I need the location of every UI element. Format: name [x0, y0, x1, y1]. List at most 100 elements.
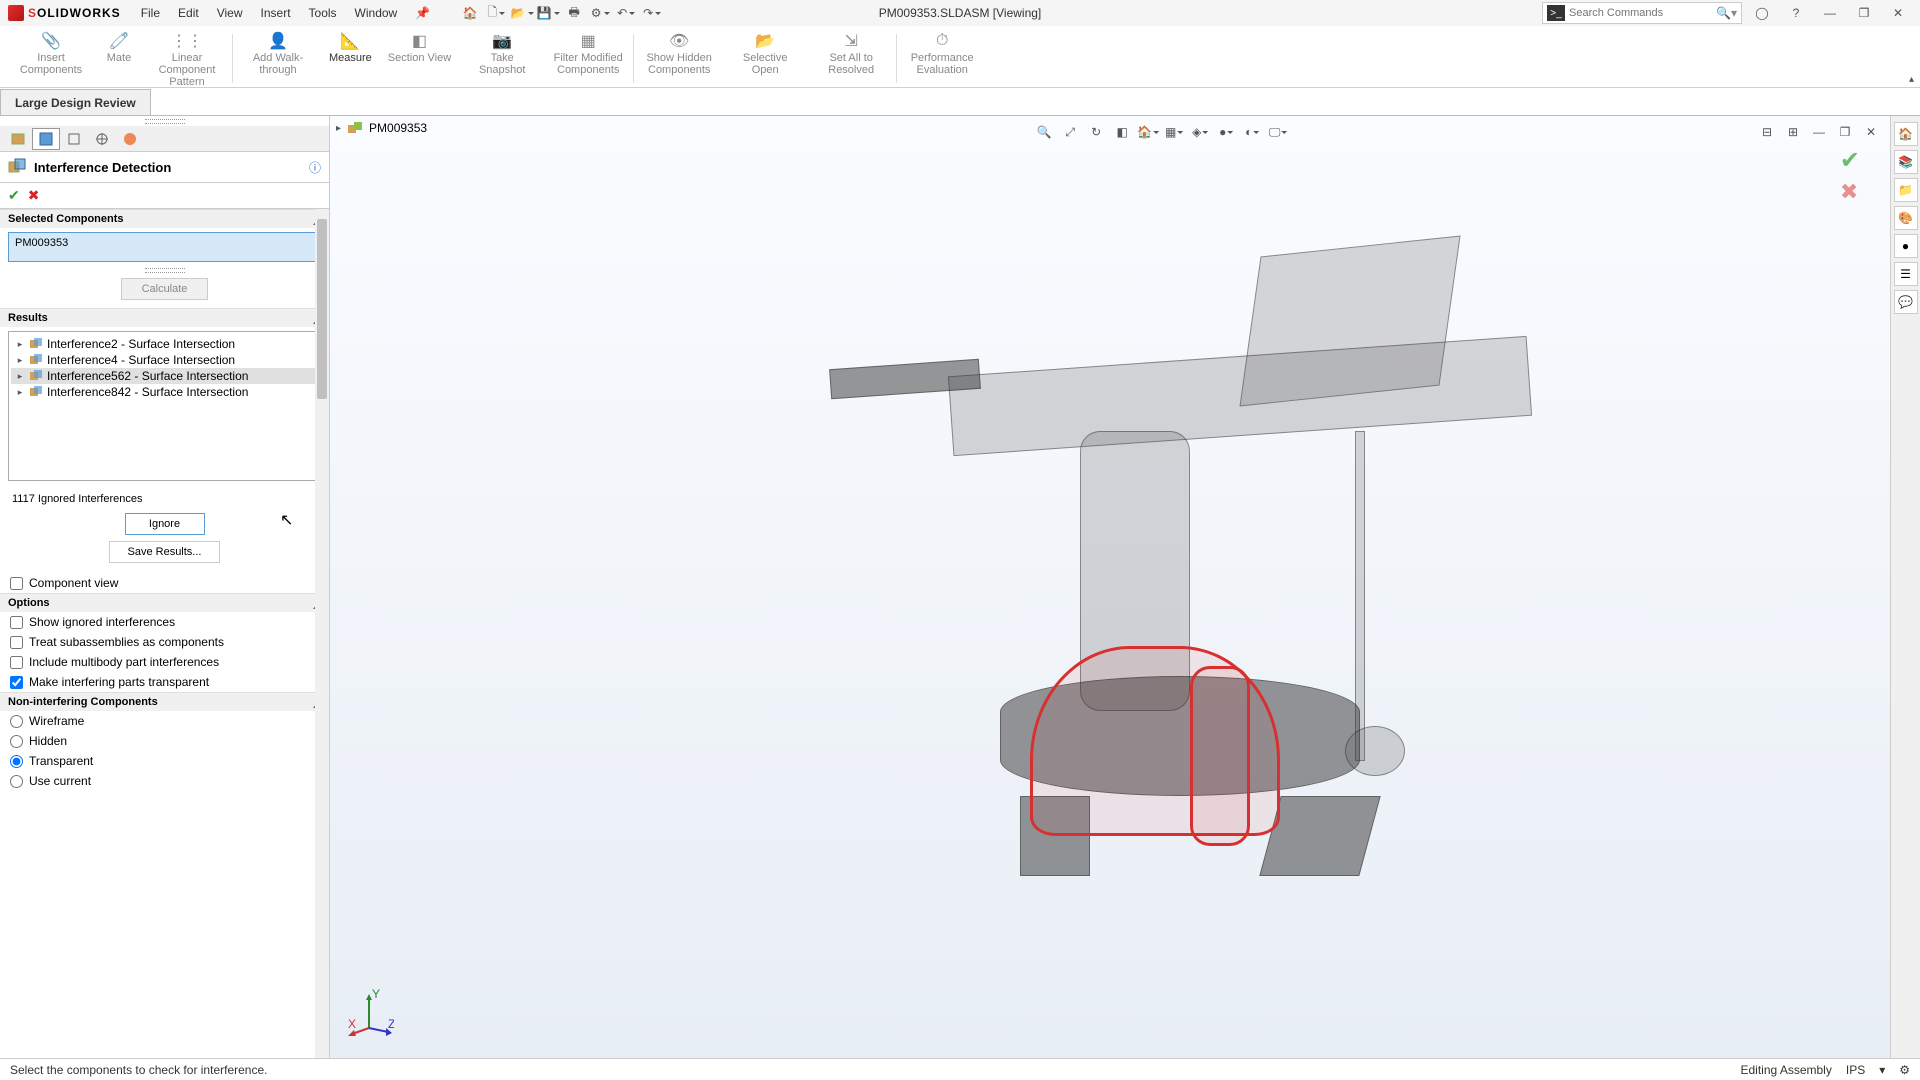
config-manager-tab-icon[interactable]	[60, 128, 88, 150]
pm-cancel-icon[interactable]: ✖	[28, 187, 40, 204]
tp-appearances-icon[interactable]: ●	[1894, 234, 1918, 258]
ni-wireframe-radio[interactable]	[10, 715, 23, 728]
view-settings-icon[interactable]: 🖵	[1267, 122, 1289, 142]
section-icon[interactable]: ◧	[1111, 122, 1133, 142]
tp-design-library-icon[interactable]: 📚	[1894, 150, 1918, 174]
user-icon[interactable]: ◯	[1748, 2, 1776, 24]
opt-show-ignored-checkbox[interactable]	[10, 616, 23, 629]
zoom-fit-icon[interactable]: 🔍	[1033, 122, 1055, 142]
tab-large-design-review[interactable]: Large Design Review	[0, 89, 151, 115]
vp-split1-icon[interactable]: ⊟	[1756, 122, 1778, 142]
menu-edit[interactable]: Edit	[170, 2, 207, 24]
mate-button[interactable]: 🧷Mate	[94, 30, 144, 87]
panel-scrollbar[interactable]	[315, 209, 329, 1058]
edit-appearance-icon[interactable]: ●	[1215, 122, 1237, 142]
confirm-cancel-icon[interactable]: ✖	[1840, 179, 1860, 205]
dimxpert-tab-icon[interactable]	[88, 128, 116, 150]
redo-icon[interactable]: ↷	[640, 3, 664, 23]
add-walkthrough-button[interactable]: 👤Add Walk-through	[235, 30, 321, 87]
view-triad[interactable]: Y X Z	[344, 988, 394, 1038]
home-icon[interactable]: 🏠	[458, 3, 482, 23]
vp-split2-icon[interactable]: ⊞	[1782, 122, 1804, 142]
minimize-icon[interactable]: —	[1816, 2, 1844, 24]
result-item[interactable]: ▸Interference842 - Surface Intersection	[11, 384, 318, 400]
selected-components-list[interactable]: PM009353	[8, 232, 321, 262]
take-snapshot-button[interactable]: 📷Take Snapshot	[459, 30, 545, 87]
opt-multibody-checkbox[interactable]	[10, 656, 23, 669]
opt-transparent-checkbox[interactable]	[10, 676, 23, 689]
result-item[interactable]: ▸Interference2 - Surface Intersection	[11, 336, 318, 352]
tp-file-explorer-icon[interactable]: 📁	[1894, 178, 1918, 202]
display-style-icon[interactable]: ▦	[1163, 122, 1185, 142]
menu-view[interactable]: View	[209, 2, 251, 24]
breadcrumb-root[interactable]: PM009353	[369, 121, 427, 135]
calculate-button[interactable]: Calculate	[121, 278, 209, 300]
menu-file[interactable]: File	[133, 2, 168, 24]
measure-button[interactable]: 📐Measure	[321, 30, 380, 87]
tp-view-palette-icon[interactable]: 🎨	[1894, 206, 1918, 230]
vp-min-icon[interactable]: —	[1808, 122, 1830, 142]
section-options[interactable]: Options	[0, 593, 329, 612]
new-icon[interactable]: 🗋	[484, 3, 508, 23]
status-units[interactable]: IPS	[1846, 1063, 1865, 1077]
options-icon[interactable]: ⚙	[588, 3, 612, 23]
ni-hidden-radio[interactable]	[10, 735, 23, 748]
print-icon[interactable]: 🖶	[562, 3, 586, 23]
status-dropdown-icon[interactable]: ▾	[1879, 1063, 1885, 1077]
status-settings-icon[interactable]: ⚙	[1899, 1063, 1910, 1077]
feature-tree-tab-icon[interactable]	[4, 128, 32, 150]
ni-usecurrent-radio[interactable]	[10, 775, 23, 788]
opt-treat-subasm-checkbox[interactable]	[10, 636, 23, 649]
panel-grip[interactable]	[0, 116, 329, 126]
selection-grip[interactable]	[0, 266, 329, 274]
section-non-interfering[interactable]: Non-interfering Components	[0, 692, 329, 711]
search-input[interactable]	[1565, 7, 1716, 19]
pm-help-icon[interactable]: ⓘ	[309, 159, 321, 176]
tp-forum-icon[interactable]: 💬	[1894, 290, 1918, 314]
save-results-button[interactable]: Save Results...	[109, 541, 221, 563]
help-icon[interactable]: ?	[1782, 2, 1810, 24]
confirm-ok-icon[interactable]: ✔	[1840, 146, 1860, 175]
show-hidden-button[interactable]: 👁Show Hidden Components	[636, 30, 722, 87]
open-icon[interactable]: 📂	[510, 3, 534, 23]
property-manager-tab-icon[interactable]	[32, 128, 60, 150]
ni-transparent-radio[interactable]	[10, 755, 23, 768]
breadcrumb-expand-icon[interactable]: ▸	[336, 123, 341, 134]
filter-modified-button[interactable]: ▦Filter Modified Components	[545, 30, 631, 87]
zoom-area-icon[interactable]: ⤢	[1059, 122, 1081, 142]
display-manager-tab-icon[interactable]	[116, 128, 144, 150]
prev-view-icon[interactable]: ↻	[1085, 122, 1107, 142]
vp-max-icon[interactable]: ❐	[1834, 122, 1856, 142]
search-commands[interactable]: >_ 🔍▾	[1542, 2, 1742, 24]
menu-insert[interactable]: Insert	[253, 2, 299, 24]
graphics-viewport[interactable]: ▸ PM009353 🔍 ⤢ ↻ ◧ 🏠 ▦ ◈ ● ◐ 🖵 ⊟ ⊞ — ❐ ✕…	[330, 116, 1890, 1058]
set-resolved-button[interactable]: ⇲Set All to Resolved	[808, 30, 894, 87]
ignore-button[interactable]: Ignore	[125, 513, 205, 535]
performance-eval-button[interactable]: ⏱Performance Evaluation	[899, 30, 985, 87]
apply-scene-icon[interactable]: ◐	[1241, 122, 1263, 142]
selective-open-button[interactable]: 📂Selective Open	[722, 30, 808, 87]
results-tree[interactable]: ▸Interference2 - Surface Intersection ▸I…	[8, 331, 321, 481]
section-view-button[interactable]: ◧Section View	[380, 30, 459, 87]
hide-show-icon[interactable]: ◈	[1189, 122, 1211, 142]
tp-resources-icon[interactable]: 🏠	[1894, 122, 1918, 146]
save-icon[interactable]: 💾	[536, 3, 560, 23]
insert-components-button[interactable]: 📎Insert Components	[8, 30, 94, 87]
undo-icon[interactable]: ↶	[614, 3, 638, 23]
close-icon[interactable]: ✕	[1884, 2, 1912, 24]
component-view-checkbox[interactable]	[10, 577, 23, 590]
result-item[interactable]: ▸Interference4 - Surface Intersection	[11, 352, 318, 368]
search-icon[interactable]: 🔍▾	[1716, 6, 1737, 20]
ribbon-collapse-icon[interactable]: ▴	[1909, 74, 1914, 85]
menu-tools[interactable]: Tools	[301, 2, 345, 24]
restore-icon[interactable]: ❐	[1850, 2, 1878, 24]
menu-window[interactable]: Window	[347, 2, 406, 24]
pm-ok-icon[interactable]: ✔	[8, 187, 20, 204]
section-selected-components[interactable]: Selected Components	[0, 209, 329, 228]
view-orientation-icon[interactable]: 🏠	[1137, 122, 1159, 142]
vp-close-icon[interactable]: ✕	[1860, 122, 1882, 142]
result-item-selected[interactable]: ▸Interference562 - Surface Intersection	[11, 368, 318, 384]
menu-pin[interactable]: 📌	[407, 2, 438, 24]
section-results[interactable]: Results	[0, 308, 329, 327]
linear-pattern-button[interactable]: ⋮⋮Linear Component Pattern	[144, 30, 230, 87]
